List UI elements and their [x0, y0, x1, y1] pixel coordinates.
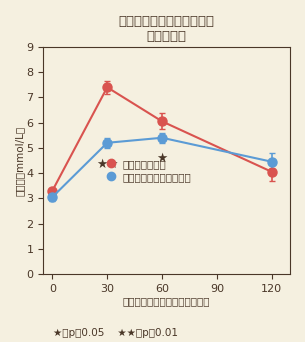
Text: ★★: ★★ [96, 158, 118, 171]
Y-axis label: 血糖値（mmol/L）: 血糖値（mmol/L） [15, 126, 25, 196]
Text: ★：p＜0.05    ★★：p＜0.01: ★：p＜0.05 ★★：p＜0.01 [53, 328, 178, 338]
Text: ★: ★ [156, 152, 168, 165]
X-axis label: スクロース投与後の時間（分）: スクロース投与後の時間（分） [123, 297, 210, 306]
Title: 生豆抜出物とスクロースを
同時に投与: 生豆抜出物とスクロースを 同時に投与 [119, 15, 215, 43]
Legend: スクロースのみ, スクロース＋生豆抜出物: スクロースのみ, スクロース＋生豆抜出物 [109, 159, 191, 183]
